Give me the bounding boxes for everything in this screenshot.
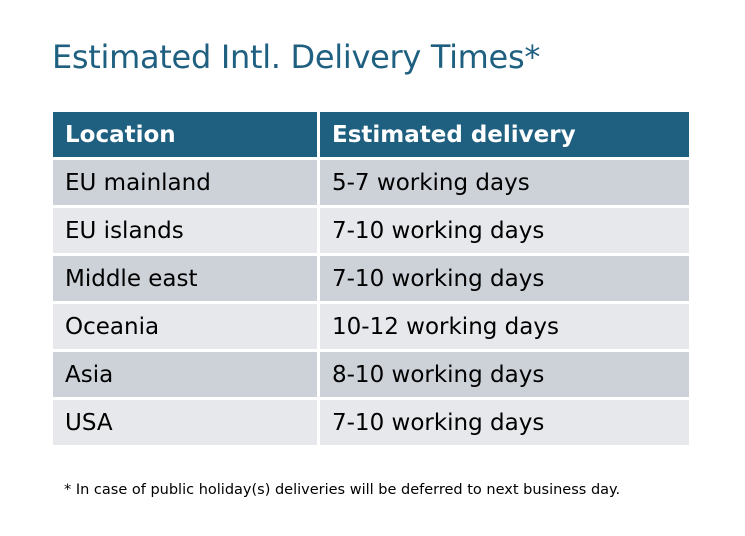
table-row: Asia 8-10 working days [53,352,689,397]
delivery-times-table: Location Estimated delivery EU mainland … [50,109,692,448]
location-cell: EU mainland [53,160,317,205]
location-cell: Oceania [53,304,317,349]
footnote: * In case of public holiday(s) deliverie… [64,482,621,498]
location-cell: EU islands [53,208,317,253]
table-row: Oceania 10-12 working days [53,304,689,349]
delivery-cell: 7-10 working days [320,400,689,445]
table-row: USA 7-10 working days [53,400,689,445]
header-location: Location [53,112,317,157]
table-header-row: Location Estimated delivery [53,112,689,157]
delivery-cell: 10-12 working days [320,304,689,349]
location-cell: Asia [53,352,317,397]
table-row: EU islands 7-10 working days [53,208,689,253]
table-row: Middle east 7-10 working days [53,256,689,301]
location-cell: Middle east [53,256,317,301]
delivery-cell: 7-10 working days [320,208,689,253]
page-title: Estimated Intl. Delivery Times* [52,38,541,76]
delivery-cell: 7-10 working days [320,256,689,301]
delivery-cell: 5-7 working days [320,160,689,205]
header-estimated-delivery: Estimated delivery [320,112,689,157]
delivery-cell: 8-10 working days [320,352,689,397]
location-cell: USA [53,400,317,445]
table-row: EU mainland 5-7 working days [53,160,689,205]
